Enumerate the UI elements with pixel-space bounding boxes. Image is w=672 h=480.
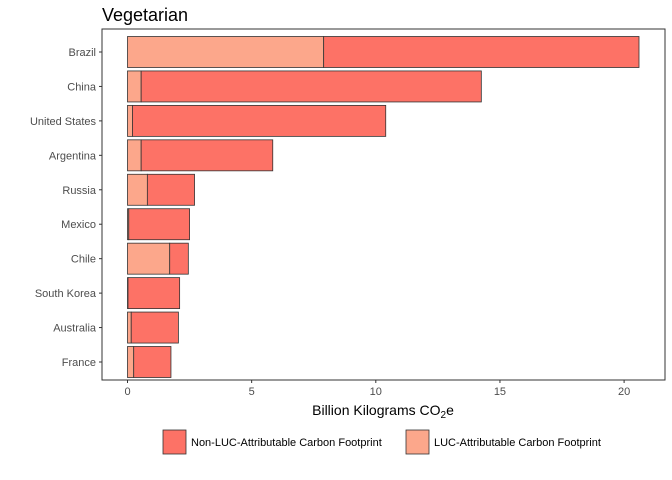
y-axis: Brazil China United States Argentina Russia M…: [30, 47, 102, 369]
x-axis-title-suffix: e: [446, 402, 454, 418]
bar-russia-luc-attributable-carbon-footprint: [127, 173, 148, 206]
y-tick-label-russia: Russia: [62, 185, 97, 197]
y-tick-label-australia: Australia: [53, 323, 97, 335]
bar-china-non-luc-attributable-carbon-footprint: [140, 70, 482, 103]
y-tick-label-china: China: [67, 81, 97, 93]
x-tick-label-0: 0: [124, 386, 130, 398]
legend: Non-LUC-Attributable Carbon Footprint LUC…: [162, 429, 601, 455]
bar-australia-luc-attributable-carbon-footprint: [127, 311, 132, 344]
y-tick-label-mexico: Mexico: [61, 219, 96, 231]
bar-mexico-non-luc-attributable-carbon-footprint: [128, 208, 190, 241]
plot-panel: [101, 28, 666, 381]
y-tick-label-chile: Chile: [71, 254, 96, 266]
y-tick-label-argentina: Argentina: [49, 150, 97, 162]
bar-chile-luc-attributable-carbon-footprint: [127, 242, 171, 275]
legend-key-non-luc-attributable-carbon-footprint: [162, 429, 187, 455]
bar-brazil-non-luc-attributable-carbon-footprint: [323, 36, 640, 68]
legend-label-non-luc-attributable-carbon-footprint: Non-LUC-Attributable Carbon Footprint: [191, 437, 382, 449]
y-tick-label-brazil: Brazil: [68, 47, 96, 59]
bar-south-korea-non-luc-attributable-carbon-footprint: [127, 277, 181, 310]
y-tick-label-france: France: [62, 357, 96, 369]
x-axis-title: Billion Kilograms CO2e: [312, 402, 454, 421]
x-axis-title-subscript: 2: [441, 410, 447, 421]
x-tick-label-15: 15: [494, 386, 506, 398]
bar-argentina-luc-attributable-carbon-footprint: [127, 139, 142, 172]
x-axis-title-main: Billion Kilograms CO: [312, 402, 440, 418]
bar-argentina-non-luc-attributable-carbon-footprint: [140, 139, 274, 172]
x-tick-label-5: 5: [249, 386, 255, 398]
x-tick-label-10: 10: [370, 386, 382, 398]
bar-chile-non-luc-attributable-carbon-footprint: [169, 242, 189, 275]
bar-russia-non-luc-attributable-carbon-footprint: [146, 173, 195, 206]
legend-key-luc-attributable-carbon-footprint: [405, 429, 430, 455]
bar-united-states-non-luc-attributable-carbon-footprint: [132, 104, 387, 137]
y-tick-label-united-states: United States: [30, 116, 97, 128]
bar-china-luc-attributable-carbon-footprint: [127, 70, 142, 103]
bar-france-non-luc-attributable-carbon-footprint: [133, 346, 172, 378]
y-tick-label-south-korea: South Korea: [35, 288, 97, 300]
x-axis: 0 5 10 15 20: [124, 380, 630, 398]
bar-france-luc-attributable-carbon-footprint: [127, 346, 135, 378]
chart-title: Vegetarian: [102, 5, 188, 25]
x-tick-label-20: 20: [618, 386, 630, 398]
legend-label-luc-attributable-carbon-footprint: LUC-Attributable Carbon Footprint: [434, 437, 601, 449]
bar-australia-non-luc-attributable-carbon-footprint: [130, 311, 179, 344]
bar-brazil-luc-attributable-carbon-footprint: [127, 36, 325, 68]
bar-united-states-luc-attributable-carbon-footprint: [127, 104, 133, 137]
bars-layer: [127, 36, 640, 378]
